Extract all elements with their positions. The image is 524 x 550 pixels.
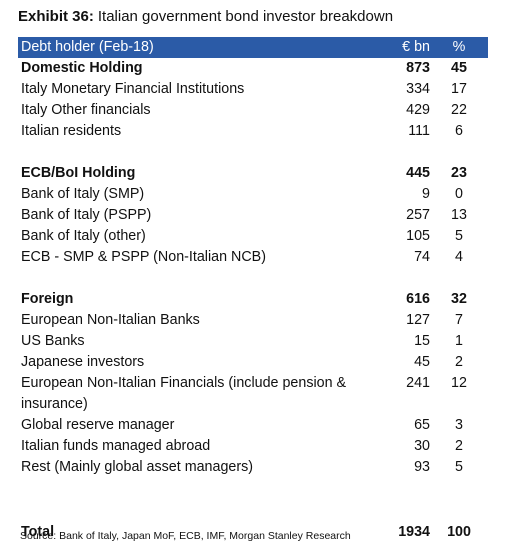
section-row: Total 1934 100 — [18, 522, 488, 543]
cell-label: Italy Monetary Financial Institutions — [21, 81, 245, 97]
cell-value: 74 — [414, 249, 430, 265]
cell-value: 22 — [451, 102, 467, 118]
cell-value: 1934 — [398, 524, 430, 540]
source: Source: Bank of Italy, Japan MoF, ECB, I… — [20, 530, 351, 542]
cell-label: Rest (Mainly global asset managers) — [21, 459, 254, 475]
cell-value: 5 — [455, 459, 463, 475]
cell-value: 32 — [451, 291, 467, 307]
spacer — [18, 268, 488, 289]
cell-value: 93 — [414, 459, 430, 475]
cell-value: 12 — [451, 375, 467, 391]
cell-value: 45 — [414, 354, 430, 370]
cell-label: European Non-Italian Banks — [21, 312, 200, 328]
cell-value: 13 — [451, 207, 467, 223]
title: Exhibit 36: Italian government bond inves… — [18, 8, 393, 25]
section-row: ECB/BoI Holding 445 23 — [18, 163, 488, 184]
cell-label: Italian residents — [21, 123, 122, 139]
cell-value: 257 — [406, 207, 430, 223]
data-row: Bank of Italy (PSPP) 257 13 — [18, 205, 488, 226]
cell-value: 105 — [406, 228, 430, 244]
cell-value: 2 — [455, 354, 463, 370]
cell-value: 445 — [406, 165, 430, 181]
spacer — [18, 142, 488, 163]
header-row: Debt holder (Feb-18) € bn % — [18, 37, 488, 58]
cell-label: Japanese investors — [21, 354, 145, 370]
cell-value: 127 — [406, 312, 430, 328]
exhibit-label: Exhibit 36: — [18, 8, 94, 25]
cell-value: 873 — [406, 60, 430, 76]
cell-value: 6 — [455, 123, 463, 139]
cell-value: 5 — [455, 228, 463, 244]
cell-value: 111 — [408, 123, 430, 139]
cell-value: 3 — [455, 417, 463, 433]
spacer — [18, 478, 488, 499]
cell-value: 17 — [451, 81, 467, 97]
cell-label: Bank of Italy (SMP) — [21, 186, 145, 202]
data-row: Italian funds managed abroad 30 2 — [18, 436, 488, 457]
column-header: % — [452, 39, 466, 55]
cell-label: ECB/BoI Holding — [21, 165, 136, 181]
cell-label: ECB - SMP & PSPP (Non-Italian NCB) — [21, 249, 266, 265]
cell-value: 4 — [455, 249, 463, 265]
cell-label: Bank of Italy (PSPP) — [21, 207, 152, 223]
cell-label: Domestic Holding — [21, 60, 143, 76]
cell-value: 241 — [406, 375, 430, 391]
cell-value: 0 — [455, 186, 463, 202]
exhibit-title: Italian government bond investor breakdo… — [97, 8, 394, 25]
section-row: Foreign 616 32 — [18, 289, 488, 310]
cell-label: Bank of Italy (other) — [21, 228, 146, 244]
cell-value: 9 — [422, 186, 430, 202]
cell-value: 7 — [455, 312, 463, 328]
data-row: Bank of Italy (other) 105 5 — [18, 226, 488, 247]
data-row: European Non-Italian Banks 127 7 — [18, 310, 488, 331]
cell-label: European Non-Italian Financials (include… — [21, 375, 347, 412]
cell-value: 65 — [414, 417, 430, 433]
cell-value: 45 — [451, 60, 467, 76]
cell-value: 616 — [406, 291, 430, 307]
data-row: Rest (Mainly global asset managers) 93 5 — [18, 457, 488, 478]
column-header: Debt holder (Feb-18) — [21, 39, 154, 55]
cell-label: Foreign — [21, 291, 74, 307]
table: Debt holder (Feb-18) € bn % Domestic Hol… — [18, 37, 488, 543]
cell-value: 334 — [406, 81, 430, 97]
cell-label: Total — [21, 524, 55, 540]
data-row: European Non-Italian Financials (include… — [18, 373, 488, 415]
data-row: ECB - SMP & PSPP (Non-Italian NCB) 74 4 — [18, 247, 488, 268]
data-row: Italy Monetary Financial Institutions 334… — [18, 79, 488, 100]
spacer — [18, 499, 488, 522]
cell-label: Italian funds managed abroad — [21, 438, 211, 454]
data-row: Italian residents 111 6 — [18, 121, 488, 142]
data-row: Bank of Italy (SMP) 9 0 — [18, 184, 488, 205]
cell-value: 23 — [451, 165, 467, 181]
cell-value: 1 — [455, 333, 463, 349]
cell-value: 100 — [447, 524, 471, 540]
column-header: € bn — [402, 39, 430, 55]
cell-value: 2 — [455, 438, 463, 454]
cell-label: Global reserve manager — [21, 417, 175, 433]
data-row: Italy Other financials 429 22 — [18, 100, 488, 121]
cell-value: 30 — [414, 438, 430, 454]
section-row: Domestic Holding 873 45 — [18, 58, 488, 79]
cell-label: Italy Other financials — [21, 102, 151, 118]
data-row: US Banks 15 1 — [18, 331, 488, 352]
data-row: Global reserve manager 65 3 — [18, 415, 488, 436]
cell-label: US Banks — [21, 333, 85, 349]
cell-value: 429 — [406, 102, 430, 118]
cell-value: 15 — [414, 333, 430, 349]
data-row: Japanese investors 45 2 — [18, 352, 488, 373]
